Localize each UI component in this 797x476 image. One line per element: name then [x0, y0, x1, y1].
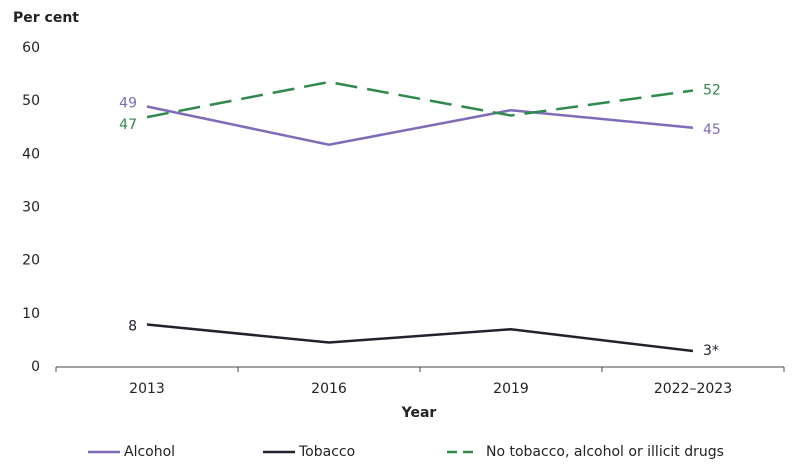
- y-axis-title: Per cent: [13, 10, 79, 26]
- y-tick-label: 10: [22, 306, 40, 322]
- legend-label: Alcohol: [124, 444, 175, 460]
- line: [146, 323, 694, 353]
- data-label: 3*: [703, 343, 719, 359]
- x-tick-label: 2013: [129, 381, 165, 397]
- x-axis-title: Year: [401, 405, 437, 421]
- y-tick-label: 50: [22, 93, 40, 109]
- y-tick-label: 0: [31, 359, 40, 375]
- data-label: 52: [703, 83, 721, 99]
- x-tick-label: 2022–2023: [654, 381, 732, 397]
- legend-label: No tobacco, alcohol or illicit drugs: [486, 444, 724, 460]
- y-tick-label: 40: [22, 146, 40, 162]
- y-tick-label: 20: [22, 253, 40, 269]
- y-tick-label: 60: [22, 40, 40, 56]
- data-label: 45: [703, 122, 721, 138]
- x-tick-label: 2016: [311, 381, 347, 397]
- x-tick-label: 2019: [493, 381, 529, 397]
- data-label: 8: [128, 318, 137, 334]
- y-tick-label: 30: [22, 200, 40, 216]
- legend-label: Tobacco: [298, 444, 355, 460]
- line: [146, 80, 694, 119]
- line: [146, 105, 694, 147]
- data-label: 49: [119, 95, 137, 111]
- data-label: 47: [119, 117, 137, 133]
